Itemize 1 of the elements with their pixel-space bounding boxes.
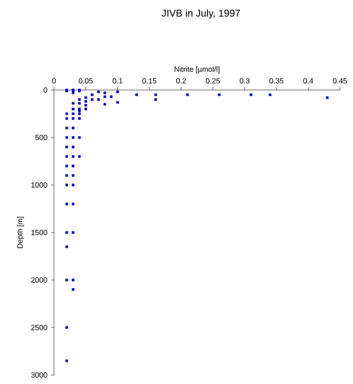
chart-title: JIVB in July, 1997 <box>162 9 240 19</box>
